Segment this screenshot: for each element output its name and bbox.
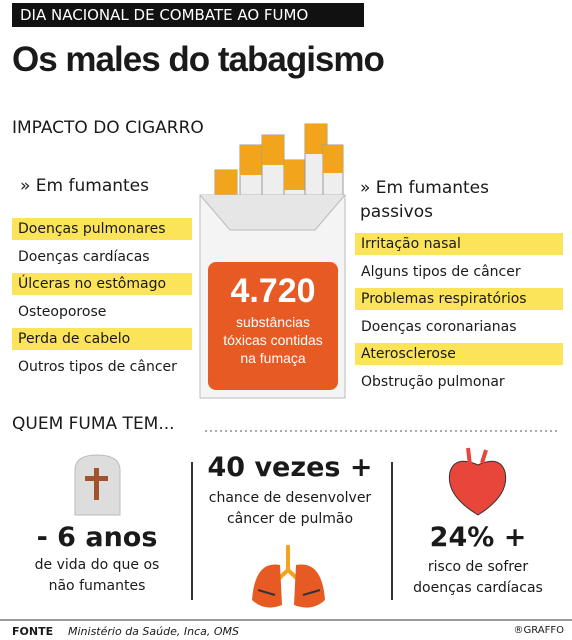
- footer-credit: ®GRAFFO: [513, 625, 564, 636]
- list-item: Problemas respiratórios: [355, 288, 563, 310]
- list-item: Alguns tipos de câncer: [361, 263, 521, 280]
- stat-value: - 6 anos: [36, 522, 158, 553]
- pack-number: 4.720: [230, 272, 316, 310]
- list-item: Obstrução pulmonar: [361, 373, 505, 390]
- list-item: Aterosclerose: [355, 343, 563, 365]
- pack-text: substâncias tóxicas contidas na fumaça: [223, 314, 323, 366]
- section-title: IMPACTO DO CIGARRO: [12, 118, 204, 138]
- title: Os males do tabagismo: [12, 40, 385, 79]
- header-tag: DIA NACIONAL DE COMBATE AO FUMO: [12, 3, 364, 27]
- list-item: Irritação nasal: [355, 233, 563, 255]
- stat-value: 40 vezes +: [207, 452, 373, 483]
- list-heading: » Em fumantes passivos: [360, 178, 490, 222]
- stat-text: risco de sofrer doenças cardíacas: [413, 559, 543, 596]
- list-item: Doenças cardíacas: [18, 248, 150, 265]
- tombstone-icon: [74, 454, 121, 516]
- list-item: Osteoporose: [18, 303, 107, 320]
- list-item: Úlceras no estômago: [12, 273, 192, 295]
- footer-source: Ministério da Saúde, Inca, OMS: [68, 625, 239, 638]
- list-item: Outros tipos de câncer: [18, 358, 177, 375]
- list-heading: » Em fumantes: [20, 176, 150, 196]
- stat-text: chance de desenvolver câncer de pulmão: [208, 490, 372, 527]
- section-title: QUEM FUMA TEM...: [12, 414, 175, 434]
- heart-icon: [448, 447, 507, 516]
- cigarette-pack: [199, 123, 346, 399]
- lungs-icon: [252, 545, 325, 608]
- stat-value: 24% +: [429, 522, 527, 553]
- footer-label: FONTE: [12, 625, 54, 638]
- list-item: Doenças coronarianas: [361, 318, 517, 335]
- list-item: Perda de cabelo: [12, 328, 192, 350]
- list-item: Doenças pulmonares: [12, 218, 192, 240]
- stat-text: de vida do que os não fumantes: [34, 557, 160, 594]
